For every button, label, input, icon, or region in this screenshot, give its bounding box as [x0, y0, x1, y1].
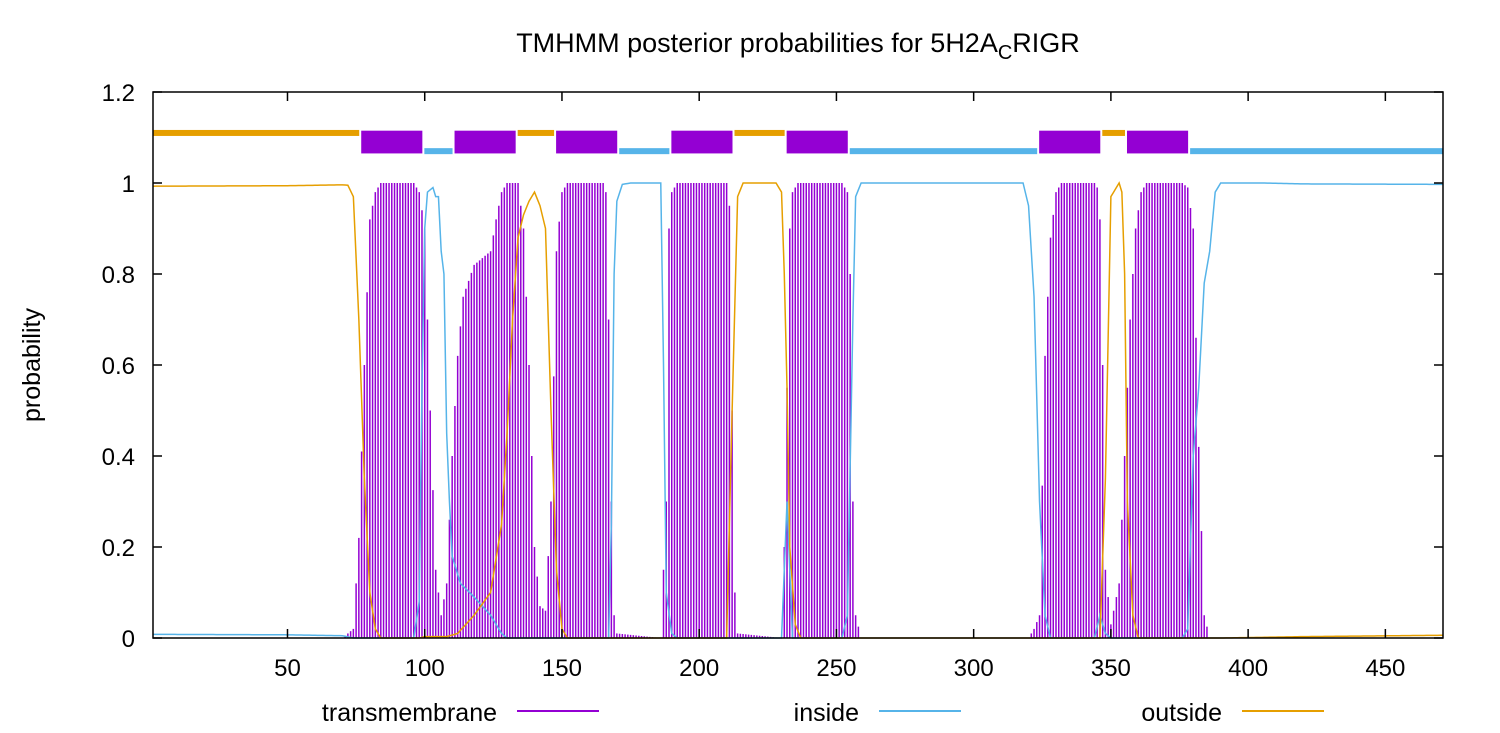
x-tick-label: 250 [816, 655, 856, 682]
topology-segment-transmembrane [1039, 130, 1101, 154]
topology-segment-transmembrane [671, 130, 733, 154]
y-axis-label: probability [18, 308, 46, 422]
legend-label-inside: inside [794, 699, 859, 727]
y-tick-label: 0.8 [102, 262, 135, 289]
topology-bars [152, 129, 1444, 155]
x-tick-label: 400 [1228, 655, 1268, 682]
topology-segment-inside [424, 148, 453, 155]
topology-segment-transmembrane [1126, 130, 1189, 154]
x-axis: 50 100 150 200 250 300 350 400 450 [274, 92, 1405, 682]
x-tick-label: 50 [274, 655, 301, 682]
series-layer [152, 181, 1444, 639]
topology-segment-inside [619, 148, 670, 155]
legend-label-outside: outside [1141, 699, 1222, 727]
x-tick-label: 150 [542, 655, 582, 682]
y-tick-label: 0.2 [102, 535, 135, 562]
x-tick-label: 100 [405, 655, 445, 682]
y-axis: 0 0.2 0.4 0.6 0.8 1 1.2 [102, 80, 1443, 653]
x-tick-label: 300 [954, 655, 994, 682]
y-tick-label: 0 [122, 626, 135, 653]
y-tick-label: 0.4 [102, 444, 135, 471]
x-tick-label: 200 [679, 655, 719, 682]
chart-title: TMHMM posterior probabilities for 5H2ACR… [516, 28, 1080, 64]
topology-segment-inside [849, 148, 1038, 155]
legend: transmembrane inside outside [322, 699, 1324, 727]
topology-segment-transmembrane [556, 130, 618, 154]
topology-segment-outside [734, 129, 785, 136]
y-tick-label: 1 [122, 171, 135, 198]
y-tick-label: 0.6 [102, 353, 135, 380]
legend-label-transmembrane: transmembrane [322, 699, 497, 727]
topology-segment-outside [517, 129, 555, 136]
topology-segment-transmembrane [786, 130, 848, 154]
topology-segment-transmembrane [361, 130, 423, 154]
topology-segment-outside [1102, 129, 1125, 136]
topology-segment-inside [1190, 148, 1444, 155]
y-tick-label: 1.2 [102, 80, 135, 107]
x-tick-label: 350 [1091, 655, 1131, 682]
topology-segment-transmembrane [454, 130, 516, 154]
x-tick-label: 450 [1365, 655, 1405, 682]
topology-segment-outside [152, 129, 360, 136]
